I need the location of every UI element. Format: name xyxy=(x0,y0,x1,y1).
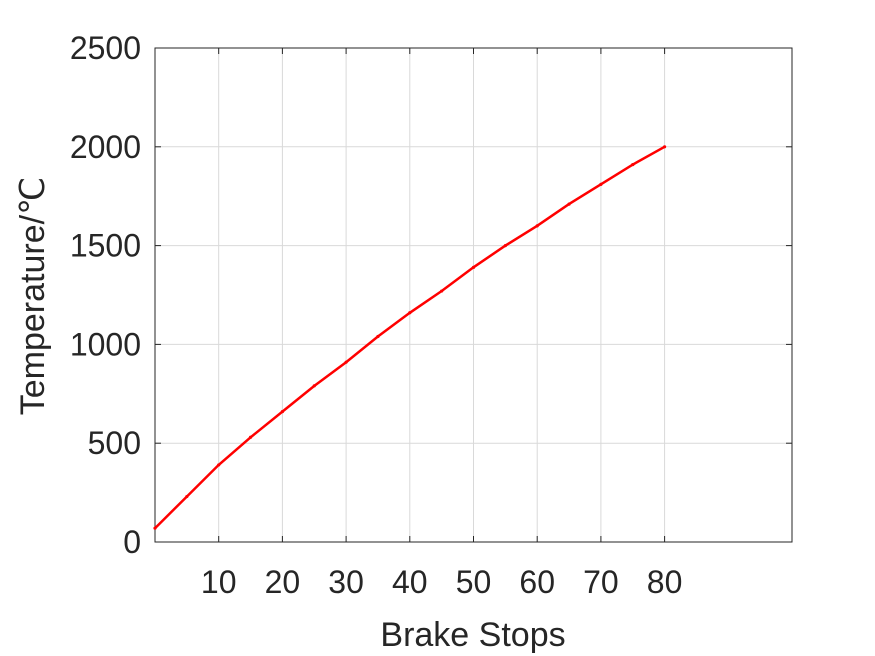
y-tick-label: 2000 xyxy=(70,129,141,165)
y-tick-label: 2500 xyxy=(70,30,141,66)
y-axis-ticks: 0 500 1000 1500 2000 2500 xyxy=(70,30,792,560)
y-axis-label: Temperature/℃ xyxy=(14,177,52,416)
y-tick-label: 1000 xyxy=(70,326,141,362)
series-point xyxy=(344,360,348,364)
series-group xyxy=(153,145,667,530)
y-tick-label: 0 xyxy=(123,524,141,560)
series-point xyxy=(185,494,189,499)
series-point xyxy=(408,311,412,315)
x-axis-ticks: 10 20 30 40 50 60 70 80 xyxy=(201,48,682,600)
series-point xyxy=(503,244,507,248)
y-tick-label: 500 xyxy=(88,425,141,461)
series-point xyxy=(663,145,667,149)
series-point xyxy=(280,409,284,414)
x-tick-label: 30 xyxy=(328,564,364,600)
series-point xyxy=(376,334,380,339)
series-point xyxy=(599,182,603,186)
series-point xyxy=(567,202,571,206)
series-point xyxy=(217,463,221,467)
x-tick-label: 60 xyxy=(519,564,555,600)
series-point xyxy=(312,384,316,388)
series-point xyxy=(248,435,253,439)
x-tick-label: 20 xyxy=(265,564,301,600)
series-point xyxy=(631,162,635,167)
series-point xyxy=(440,289,444,293)
series-point xyxy=(153,526,157,530)
x-tick-label: 50 xyxy=(456,564,492,600)
x-axis-label: Brake Stops xyxy=(380,616,565,654)
series-point xyxy=(535,224,539,228)
x-tick-label: 70 xyxy=(583,564,619,600)
series-point xyxy=(471,265,476,269)
x-tick-label: 40 xyxy=(392,564,428,600)
y-tick-label: 1500 xyxy=(70,228,141,264)
grid xyxy=(155,48,792,542)
x-tick-label: 10 xyxy=(201,564,237,600)
x-tick-label: 80 xyxy=(647,564,683,600)
